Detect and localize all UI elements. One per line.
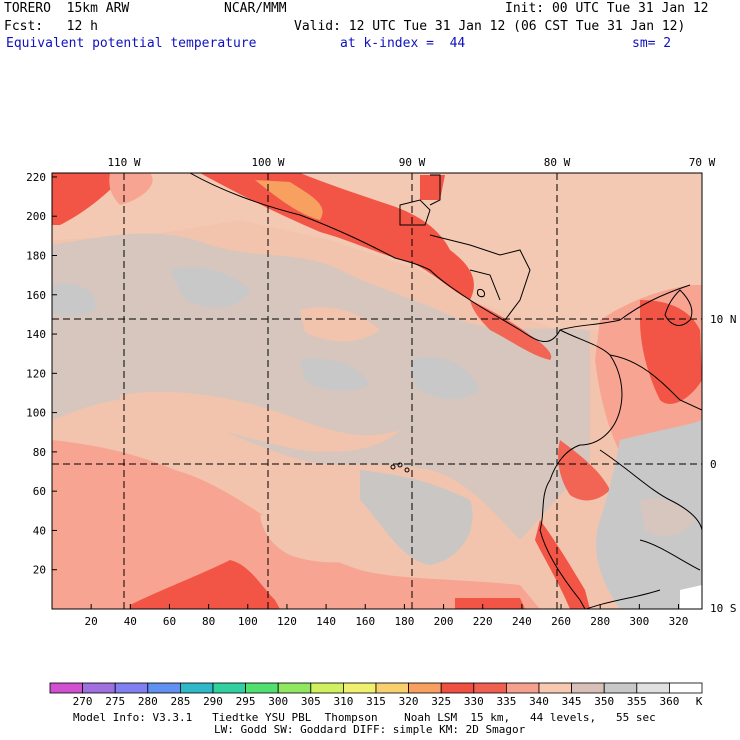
colorbar-swatch — [538, 682, 572, 694]
init-time: Init: 00 UTC Tue 31 Jan 12 — [505, 1, 709, 16]
colorbar-label: 295 — [236, 695, 256, 708]
y-tick-label: 20 — [33, 564, 46, 577]
y-index-axis: 220 200 180 160 140 120 100 80 60 40 20 — [26, 171, 57, 577]
colorbar-label: 315 — [366, 695, 386, 708]
colorbar-unit: K — [696, 695, 703, 708]
colorbar-swatch — [212, 682, 246, 694]
lat-label: 10 S — [710, 602, 737, 615]
colorbar-label: 290 — [203, 695, 223, 708]
colorbar-swatch — [636, 682, 670, 694]
model-info: Model Info: V3.3.1 Tiedtke YSU PBL Thomp… — [73, 711, 656, 724]
right-lat-labels: 10 N 0 10 S — [710, 313, 737, 615]
colorbar-label: 275 — [105, 695, 125, 708]
coastlines — [189, 173, 702, 609]
colorbar-label: 330 — [464, 695, 484, 708]
x-tick-label: 320 — [669, 615, 689, 628]
x-tick-label: 20 — [85, 615, 98, 628]
x-tick-label: 80 — [202, 615, 215, 628]
center-name: NCAR/MMM — [224, 1, 287, 16]
colorbar-label: 340 — [529, 695, 549, 708]
colorbar-label: 305 — [301, 695, 321, 708]
colorbar-swatch — [82, 682, 116, 694]
y-tick-label: 180 — [26, 249, 46, 262]
x-tick-label: 180 — [394, 615, 414, 628]
x-tick-label: 280 — [590, 615, 610, 628]
colorbar-swatch — [408, 682, 442, 694]
colorbar-label: 270 — [73, 695, 93, 708]
y-tick-label: 80 — [33, 446, 46, 459]
lat-label: 0 — [710, 458, 717, 471]
lon-label: 80 W — [544, 156, 571, 169]
x-tick-label: 160 — [355, 615, 375, 628]
y-tick-label: 120 — [26, 367, 46, 380]
colorbar-label: 310 — [333, 695, 353, 708]
colorbar: 270 275 280 285 290 295 300 305 310 315 320 325 330 3… — [49, 682, 703, 708]
colorbar-swatch — [277, 682, 312, 694]
forecast-hour: Fcst: 12 h — [4, 19, 98, 34]
lon-label: 90 W — [399, 156, 426, 169]
x-tick-label: 200 — [434, 615, 454, 628]
y-tick-label: 100 — [26, 407, 46, 420]
colorbar-swatch — [342, 682, 377, 694]
model-title: TORERO 15km ARW — [4, 1, 130, 16]
lon-label: 100 W — [251, 156, 284, 169]
y-tick-label: 140 — [26, 328, 46, 341]
colorbar-swatch — [669, 682, 703, 694]
colorbar-swatch — [147, 682, 181, 694]
y-tick-label: 160 — [26, 289, 46, 302]
level-info: at k-index = 44 — [340, 36, 466, 51]
x-tick-label: 220 — [473, 615, 493, 628]
colorbar-swatch — [571, 682, 605, 694]
theta-e-field — [52, 173, 702, 609]
colorbar-swatch — [114, 682, 149, 694]
y-tick-label: 60 — [33, 485, 46, 498]
top-lon-labels: 110 W 100 W 90 W 80 W 70 W — [107, 156, 715, 169]
model-physics: LW: Godd SW: Goddard DIFF: simple KM: 2D… — [214, 723, 526, 736]
colorbar-swatch — [505, 682, 540, 694]
lon-label: 70 W — [689, 156, 716, 169]
colorbar-swatch — [310, 682, 344, 694]
y-tick-label: 200 — [26, 210, 46, 223]
colorbar-swatch — [49, 682, 83, 694]
colorbar-label: 350 — [594, 695, 614, 708]
field-name: Equivalent potential temperature — [6, 36, 257, 51]
colorbar-swatch — [179, 682, 214, 694]
x-tick-label: 240 — [512, 615, 532, 628]
colorbar-label: 355 — [627, 695, 647, 708]
lon-label: 110 W — [107, 156, 140, 169]
colorbar-label: 280 — [138, 695, 158, 708]
x-tick-label: 60 — [163, 615, 176, 628]
valid-time: Valid: 12 UTC Tue 31 Jan 12 (06 CST Tue … — [294, 19, 686, 34]
x-tick-label: 260 — [551, 615, 571, 628]
smoothing-info: sm= 2 — [632, 36, 672, 51]
x-tick-label: 140 — [316, 615, 336, 628]
colorbar-label: 300 — [268, 695, 288, 708]
map-frame — [51, 172, 703, 610]
colorbar-label: 285 — [170, 695, 190, 708]
latlon-grid — [52, 173, 702, 609]
colorbar-swatch — [245, 682, 279, 694]
x-tick-label: 120 — [277, 615, 297, 628]
x-tick-label: 100 — [238, 615, 258, 628]
colorbar-swatch — [603, 682, 638, 694]
y-tick-label: 220 — [26, 171, 46, 184]
colorbar-swatch — [375, 682, 409, 694]
colorbar-label: 325 — [431, 695, 451, 708]
colorbar-label: 320 — [399, 695, 419, 708]
colorbar-label: 360 — [659, 695, 679, 708]
x-index-axis: 20 40 60 80 100 120 140 160 180 200 220 240 260 280 30… — [85, 604, 689, 628]
colorbar-swatch — [440, 682, 475, 694]
x-tick-label: 40 — [124, 615, 137, 628]
colorbar-label: 335 — [496, 695, 516, 708]
y-tick-label: 40 — [33, 524, 46, 537]
colorbar-label: 345 — [562, 695, 582, 708]
colorbar-swatch — [473, 682, 507, 694]
lat-label: 10 N — [710, 313, 737, 326]
x-tick-label: 300 — [629, 615, 649, 628]
